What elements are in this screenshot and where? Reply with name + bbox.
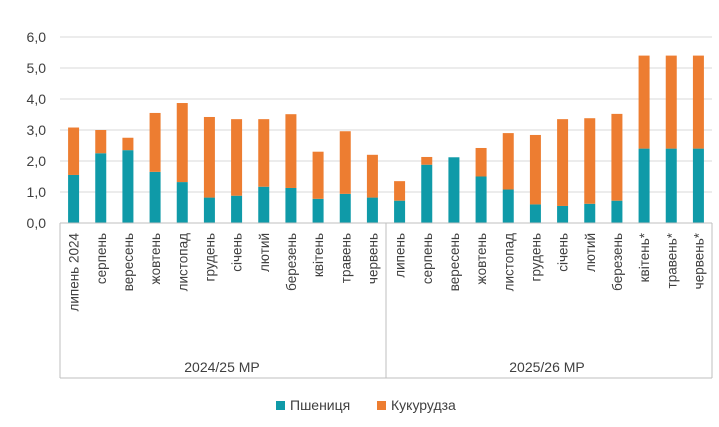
x-tick-label: березень <box>284 233 299 291</box>
bar-wheat <box>502 189 514 223</box>
bar-corn <box>557 119 569 206</box>
bars <box>68 55 704 223</box>
bar-corn <box>529 134 541 205</box>
bar-corn <box>68 127 80 175</box>
y-tick-label: 5,0 <box>27 60 47 76</box>
x-tick-label: вересень <box>447 233 462 291</box>
bar-wheat <box>95 153 107 223</box>
x-tick-label: жовтень <box>148 233 163 284</box>
bar-wheat <box>529 204 541 223</box>
x-tick-label: липень <box>393 233 408 278</box>
x-tick-label: жовтень <box>474 233 489 284</box>
bar-wheat <box>258 186 270 223</box>
bar-wheat <box>68 174 80 223</box>
bar-corn <box>95 130 107 154</box>
bar-wheat <box>176 182 188 223</box>
bar-wheat <box>312 198 324 223</box>
bar-corn <box>231 119 243 196</box>
y-tick-label: 3,0 <box>27 122 47 138</box>
bar-corn <box>611 113 623 201</box>
y-tick-label: 6,0 <box>27 29 47 45</box>
bar-wheat <box>339 193 351 223</box>
bar-wheat <box>557 205 569 223</box>
bar-corn <box>339 131 351 194</box>
bar-corn <box>176 103 188 183</box>
legend-label-corn: Кукурудза <box>391 397 456 413</box>
x-tick-label: квітень <box>311 233 326 277</box>
x-tick-label: вересень <box>121 233 136 291</box>
bar-wheat <box>149 171 161 223</box>
bar-corn <box>258 119 270 187</box>
x-tick-label: серпень <box>420 233 435 284</box>
x-tick-label: грудень <box>528 233 543 281</box>
bar-corn <box>692 55 704 149</box>
bar-wheat <box>475 176 487 223</box>
bar-corn <box>122 137 134 151</box>
legend-swatch-corn <box>377 401 386 410</box>
bar-corn <box>502 133 514 190</box>
bar-wheat <box>421 164 433 223</box>
bar-wheat <box>394 200 406 223</box>
bar-wheat <box>665 148 677 223</box>
x-tick-label: травень* <box>664 232 679 288</box>
group-label-2025-26: 2025/26 МР <box>509 359 585 375</box>
bar-corn <box>394 181 406 201</box>
x-tick-label: лютий <box>583 233 598 272</box>
bar-corn <box>149 112 161 172</box>
bar-wheat <box>638 148 650 223</box>
bar-corn <box>312 151 324 199</box>
bar-corn <box>203 116 215 198</box>
legend-swatch-wheat <box>276 401 285 410</box>
x-tick-label: листопад <box>175 233 190 292</box>
x-tick-label: січень <box>556 233 571 272</box>
bar-wheat <box>285 187 297 223</box>
bar-corn <box>285 114 297 188</box>
y-tick-label: 1,0 <box>27 184 47 200</box>
x-tick-label: липень 2024 <box>67 233 82 312</box>
y-axis: 0,0 1,0 2,0 3,0 4,0 5,0 6,0 <box>27 29 47 231</box>
bar-wheat <box>231 195 243 223</box>
bar-wheat <box>611 200 623 223</box>
bar-wheat <box>692 148 704 223</box>
x-tick-label: червень* <box>691 232 706 289</box>
bar-corn <box>421 156 433 165</box>
group-label-2024-25: 2024/25 МР <box>184 359 260 375</box>
x-tick-label: червень <box>365 233 380 284</box>
bar-wheat <box>366 197 378 223</box>
group-labels: 2024/25 МР 2025/26 МР <box>184 359 585 375</box>
gridlines <box>60 36 712 193</box>
y-tick-label: 0,0 <box>27 215 47 231</box>
bar-wheat <box>203 197 215 223</box>
y-tick-label: 4,0 <box>27 91 47 107</box>
legend-label-wheat: Пшениця <box>290 397 350 413</box>
bar-corn <box>475 147 487 177</box>
x-axis: липень 2024 серпень вересень жовтень листопа… <box>59 222 713 379</box>
x-tick-label: лютий <box>257 233 272 272</box>
bar-corn <box>584 118 596 204</box>
x-tick-label: грудень <box>202 233 217 281</box>
bar-wheat <box>584 203 596 223</box>
x-tick-label: березень <box>610 233 625 291</box>
bar-corn <box>638 55 650 149</box>
bar-wheat <box>122 150 134 223</box>
x-tick-label: квітень* <box>637 232 652 282</box>
legend: Пшениця Кукурудза <box>276 397 456 413</box>
x-tick-label: січень <box>230 233 245 272</box>
bar-wheat <box>448 157 460 223</box>
x-tick-label: травень <box>338 233 353 283</box>
y-tick-label: 2,0 <box>27 153 47 169</box>
bar-corn <box>366 154 378 198</box>
x-tick-label: серпень <box>94 233 109 284</box>
bar-corn <box>665 55 677 149</box>
x-tick-label: листопад <box>501 233 516 292</box>
